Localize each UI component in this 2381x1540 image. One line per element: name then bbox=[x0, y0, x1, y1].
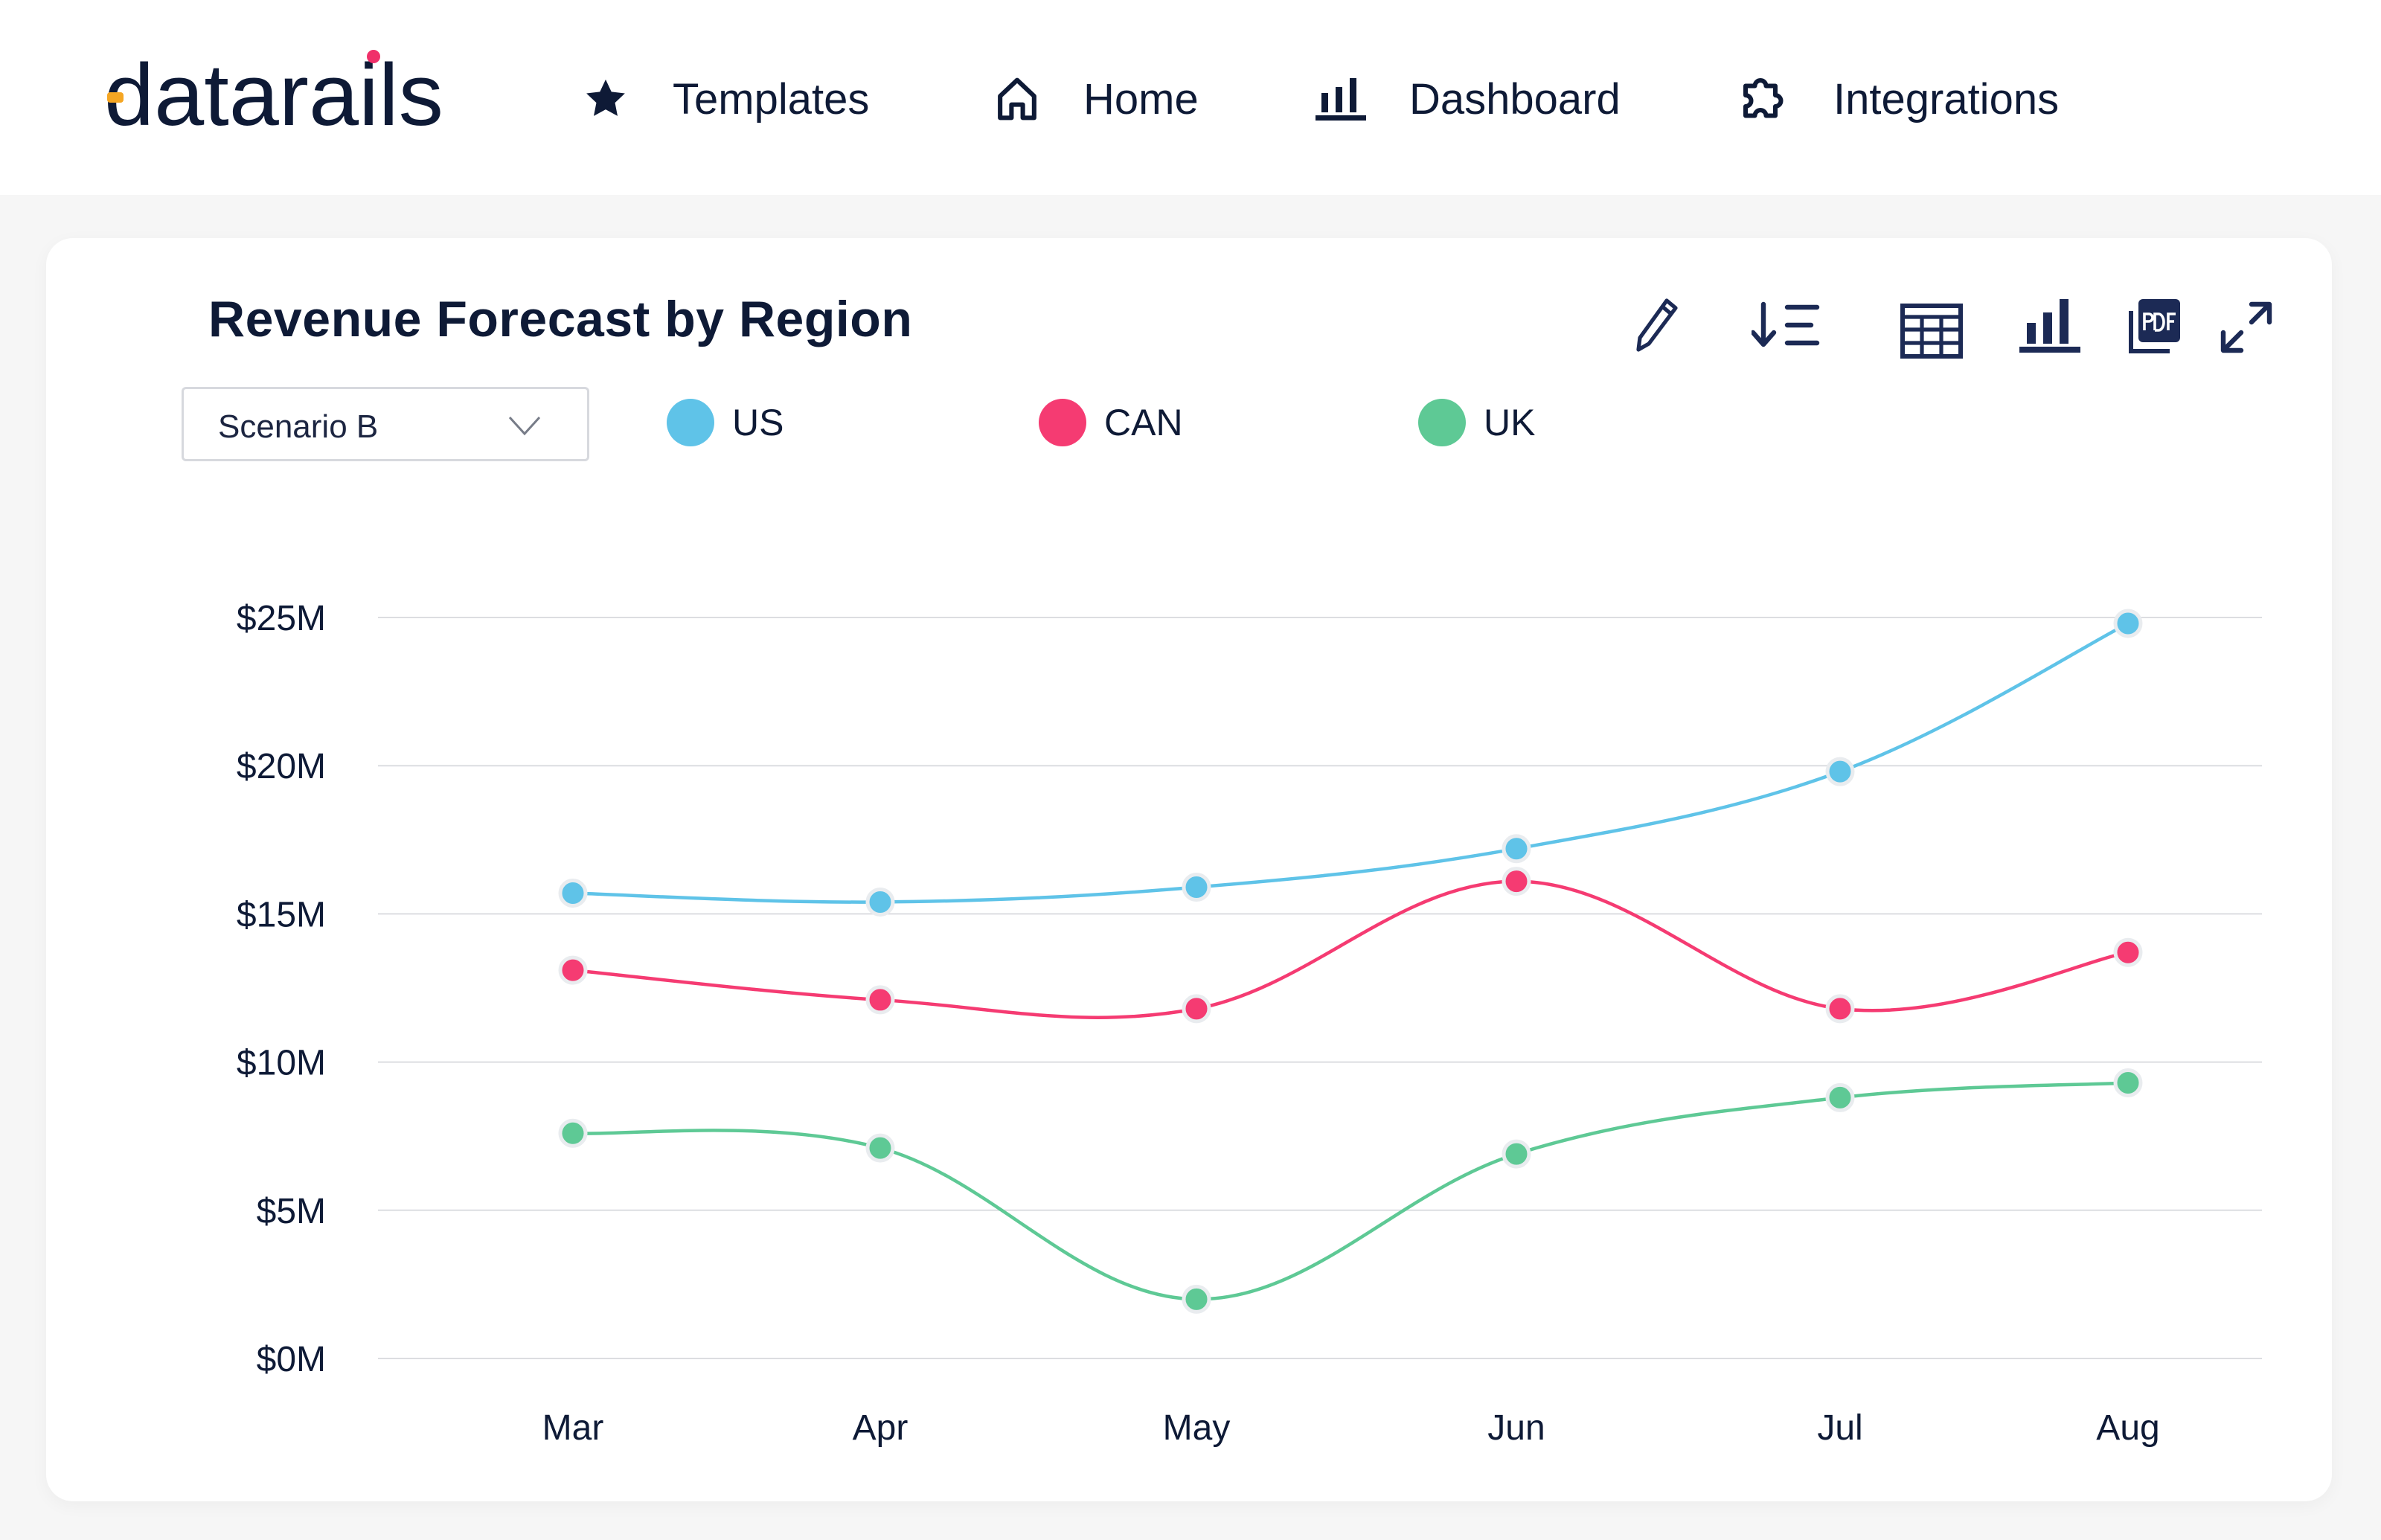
x-tick-label: May bbox=[1163, 1408, 1231, 1448]
data-point-us bbox=[558, 879, 588, 908]
logo-accent bbox=[107, 92, 124, 103]
star-icon bbox=[586, 79, 625, 116]
y-tick-label: $0M bbox=[257, 1340, 326, 1379]
y-tick-label: $15M bbox=[237, 895, 326, 934]
data-point-uk bbox=[1502, 1139, 1531, 1169]
scenario-dropdown[interactable]: Scenario B bbox=[182, 387, 589, 461]
legend-item-can[interactable]: CAN bbox=[1039, 397, 1183, 449]
data-point-can bbox=[1825, 994, 1855, 1024]
data-point-us bbox=[1182, 873, 1211, 902]
nav-home-label: Home bbox=[1083, 74, 1199, 123]
chevron-down-icon bbox=[508, 416, 541, 436]
x-tick-label: Jul bbox=[1817, 1408, 1862, 1448]
chart-title: Revenue Forecast by Region bbox=[208, 291, 913, 347]
logo-dot bbox=[367, 50, 380, 63]
logo-wordmark: datarails bbox=[104, 46, 443, 141]
data-point-us bbox=[1825, 757, 1855, 786]
nav-dashboard[interactable]: Dashboard bbox=[1316, 67, 1621, 131]
scenario-selected-value: Scenario B bbox=[218, 408, 379, 445]
sort-icon[interactable] bbox=[1752, 301, 1820, 350]
y-tick-label: $10M bbox=[237, 1044, 326, 1083]
table-icon[interactable] bbox=[1900, 304, 1963, 359]
expand-icon[interactable] bbox=[2220, 301, 2272, 353]
nav-home[interactable]: Home bbox=[994, 67, 1199, 131]
nav-templates-label: Templates bbox=[673, 74, 870, 123]
legend-label-uk: UK bbox=[1484, 402, 1536, 443]
top-navigation-bar: datarails Templates Home Dashboard Integ… bbox=[0, 0, 2381, 195]
data-point-uk bbox=[865, 1133, 895, 1163]
puzzle-icon bbox=[1743, 78, 1784, 118]
legend-dot-can bbox=[1039, 399, 1086, 446]
datarails-logo[interactable]: datarails bbox=[104, 37, 454, 141]
data-point-us bbox=[865, 887, 895, 917]
data-point-uk bbox=[1825, 1082, 1855, 1112]
x-tick-label: Apr bbox=[853, 1408, 909, 1448]
data-point-uk bbox=[558, 1118, 588, 1148]
x-tick-label: Mar bbox=[542, 1408, 604, 1448]
data-point-uk bbox=[1182, 1284, 1211, 1314]
series-line-can bbox=[572, 879, 2129, 1019]
bar-chart-icon[interactable] bbox=[2019, 298, 2080, 353]
pdf-icon[interactable] bbox=[2128, 298, 2182, 354]
data-point-can bbox=[1502, 867, 1531, 896]
legend-dot-uk bbox=[1418, 399, 1466, 446]
data-point-us bbox=[1502, 834, 1531, 864]
nav-templates[interactable]: Templates bbox=[582, 67, 869, 131]
y-tick-label: $20M bbox=[237, 747, 326, 786]
data-point-uk bbox=[2113, 1068, 2143, 1097]
data-point-can bbox=[1182, 994, 1211, 1024]
series-line-uk bbox=[572, 1081, 2129, 1301]
x-tick-label: Jun bbox=[1487, 1408, 1545, 1448]
data-point-us bbox=[2113, 609, 2143, 638]
legend-dot-us bbox=[667, 399, 714, 446]
legend-label-can: CAN bbox=[1104, 402, 1183, 443]
legend-label-us: US bbox=[732, 402, 784, 443]
legend-item-us[interactable]: US bbox=[667, 397, 783, 449]
y-tick-label: $25M bbox=[237, 599, 326, 638]
data-point-can bbox=[865, 985, 895, 1015]
nav-integrations-label: Integrations bbox=[1833, 74, 2060, 123]
data-point-can bbox=[2113, 937, 2143, 967]
bar-chart-icon bbox=[1316, 78, 1366, 121]
nav-dashboard-label: Dashboard bbox=[1409, 74, 1621, 123]
y-tick-label: $5M bbox=[257, 1192, 326, 1231]
legend-item-uk[interactable]: UK bbox=[1418, 397, 1535, 449]
x-tick-label: Aug bbox=[2096, 1408, 2159, 1448]
home-icon bbox=[998, 77, 1036, 121]
data-point-can bbox=[558, 955, 588, 985]
series-line-us bbox=[572, 621, 2130, 904]
nav-integrations[interactable]: Integrations bbox=[1738, 67, 2059, 131]
pencil-icon[interactable] bbox=[1634, 296, 1682, 356]
